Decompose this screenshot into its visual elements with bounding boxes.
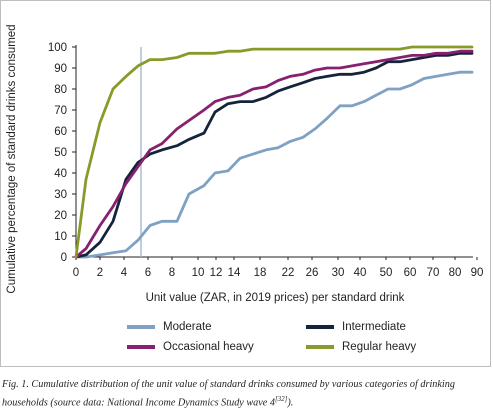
y-tick-label: 70 bbox=[54, 105, 67, 117]
caption-tail: ). bbox=[287, 397, 294, 409]
chart-ticks: 0 10 20 30 40 50 60 70 80 90 100 0 2 4 6 8 10 12 14 18 22 26 3… bbox=[48, 42, 484, 279]
figure-caption: Fig. 1. Cumulative distribution of the u… bbox=[2, 377, 490, 410]
y-tick-label: 0 bbox=[61, 252, 67, 264]
caption-text: Fig. 1. Cumulative distribution of the u… bbox=[2, 379, 455, 409]
x-tick-label: 18 bbox=[254, 267, 267, 279]
chart-plot-area: 0 10 20 30 40 50 60 70 80 90 100 0 2 4 6 8 10 12 14 18 22 26 3… bbox=[48, 42, 484, 279]
x-tick-label: 80 bbox=[449, 267, 462, 279]
y-tick-label: 80 bbox=[54, 84, 67, 96]
legend-label-occasional-heavy: Occasional heavy bbox=[163, 341, 254, 353]
series-line-moderate bbox=[74, 70, 474, 259]
chart-axes bbox=[75, 45, 473, 258]
legend-item-regular-heavy: Regular heavy bbox=[306, 339, 416, 355]
x-tick-label: 2 bbox=[97, 267, 103, 279]
legend-label-regular-heavy: Regular heavy bbox=[342, 341, 417, 353]
series-line-occasional-heavy bbox=[74, 49, 474, 259]
x-tick-label: 40 bbox=[354, 267, 367, 279]
caption-reference: [32] bbox=[274, 395, 288, 403]
y-tick-label: 10 bbox=[54, 231, 67, 243]
x-tick-label: 6 bbox=[145, 267, 151, 279]
series-line-intermediate bbox=[74, 51, 474, 259]
x-tick-label: 60 bbox=[404, 267, 417, 279]
legend-swatch-occasional-heavy bbox=[127, 345, 155, 349]
y-tick-label: 100 bbox=[48, 42, 67, 54]
legend-swatch-moderate bbox=[127, 325, 155, 329]
x-tick-label: 70 bbox=[427, 267, 440, 279]
legend-label-moderate: Moderate bbox=[163, 321, 212, 333]
y-axis-label: Cumulative percentage of standard drinks… bbox=[6, 24, 18, 294]
x-tick-label: 50 bbox=[380, 267, 393, 279]
y-tick-label: 60 bbox=[54, 126, 67, 138]
series-line-regular-heavy bbox=[74, 45, 474, 259]
legend-swatch-regular-heavy bbox=[306, 345, 334, 349]
x-tick-label: 30 bbox=[332, 267, 345, 279]
legend-swatch-intermediate bbox=[306, 325, 334, 329]
y-tick-label: 20 bbox=[54, 210, 67, 222]
x-tick-label: 10 bbox=[192, 267, 205, 279]
chart-series bbox=[74, 45, 474, 259]
legend-item-intermediate: Intermediate bbox=[306, 319, 406, 335]
x-tick-label: 22 bbox=[282, 267, 295, 279]
figure-frame bbox=[0, 0, 491, 367]
x-tick-label: 26 bbox=[306, 267, 319, 279]
x-tick-label: 12 bbox=[210, 267, 223, 279]
x-tick-label: 4 bbox=[121, 267, 128, 279]
legend-label-intermediate: Intermediate bbox=[342, 321, 406, 333]
legend-item-moderate: Moderate bbox=[127, 319, 212, 335]
y-tick-label: 40 bbox=[54, 168, 67, 180]
y-tick-label: 30 bbox=[54, 189, 67, 201]
y-tick-label: 90 bbox=[54, 63, 67, 75]
x-tick-label: 90 bbox=[471, 267, 484, 279]
x-axis-label: Unit value (ZAR, in 2019 prices) per sta… bbox=[145, 292, 405, 304]
x-tick-label: 14 bbox=[228, 267, 241, 279]
legend-item-occasional-heavy: Occasional heavy bbox=[127, 339, 254, 355]
x-tick-label: 8 bbox=[169, 267, 175, 279]
y-tick-label: 50 bbox=[54, 147, 67, 159]
x-tick-label: 0 bbox=[73, 267, 79, 279]
